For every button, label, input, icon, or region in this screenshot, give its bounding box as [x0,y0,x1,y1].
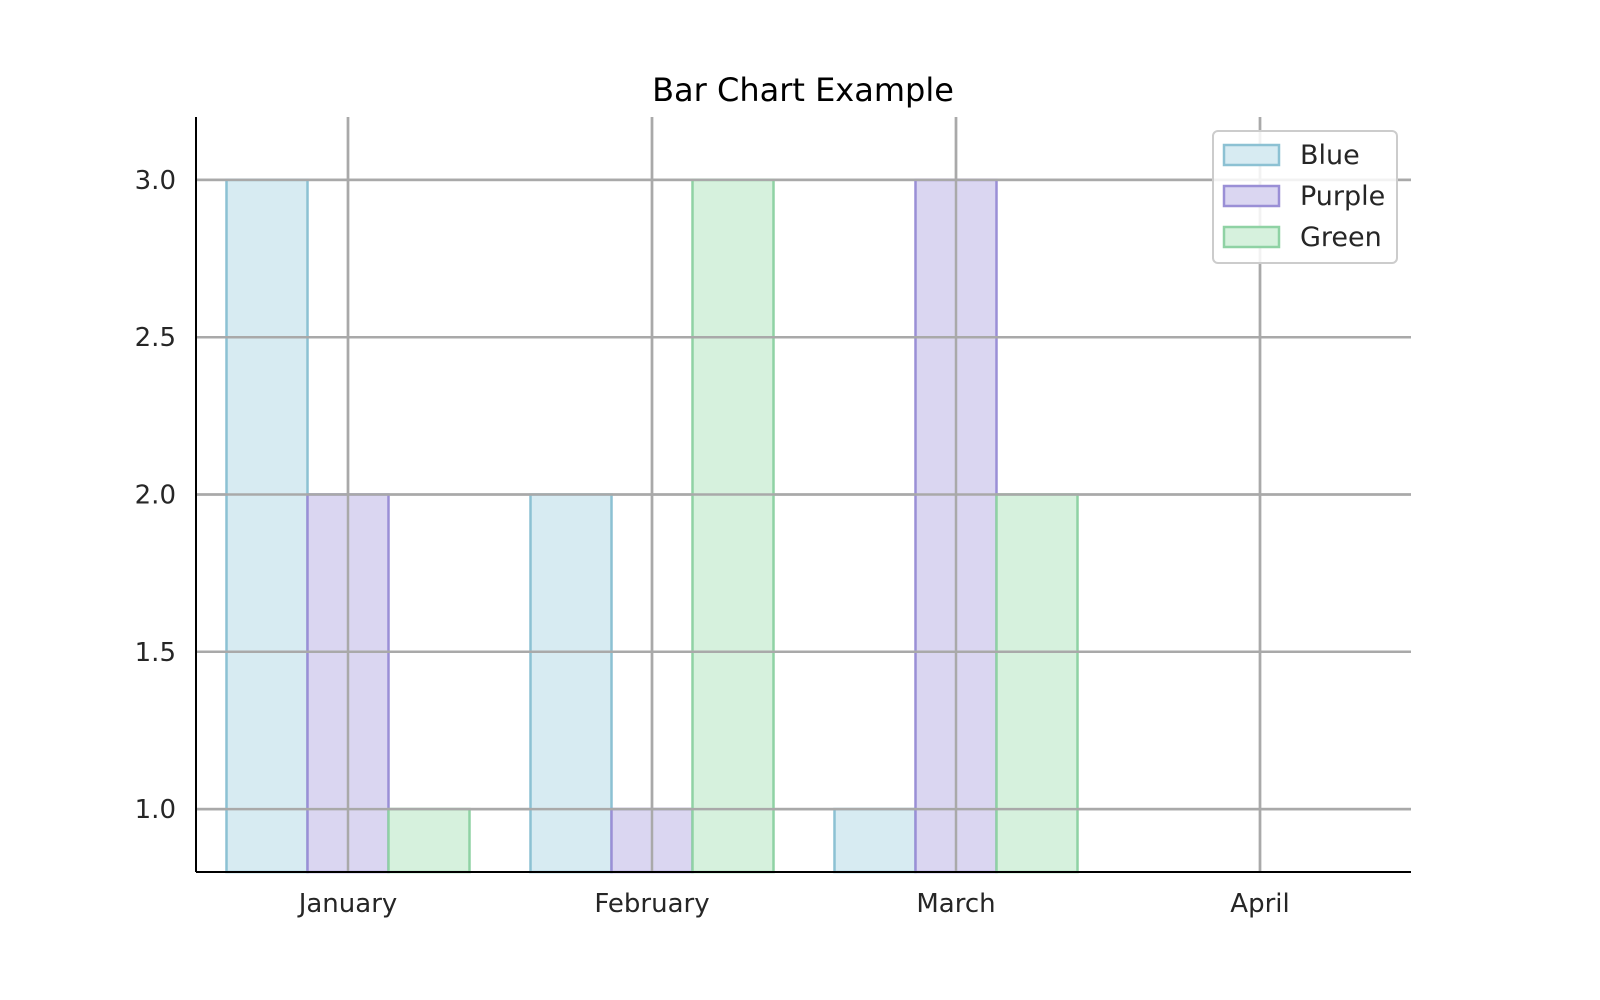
bar-green-february [691,178,775,874]
tick-labels: 1.0 1.5 2.0 2.5 3.0 January February March April [135,166,1290,919]
legend: Blue Purple Green [1212,130,1398,264]
y-tick-label: 1.5 [135,638,176,668]
y-tick-label: 2.0 [135,481,176,511]
bar-green-january [387,807,471,874]
x-tick-label-april: April [1230,889,1289,919]
legend-swatch-green [1222,225,1281,249]
bar-blue-january [225,178,309,874]
y-tick-label: 2.5 [135,323,176,353]
chart-title: Bar Chart Example [652,71,954,109]
bar-green-march [995,493,1079,874]
legend-swatch-blue [1222,143,1281,167]
legend-label-green: Green [1300,222,1382,253]
x-tick-label-february: February [594,889,709,919]
bar-blue-february [529,493,613,874]
x-tick-label-march: March [916,889,995,919]
x-tick-label-january: January [297,889,398,919]
bar-blue-march [833,807,917,874]
bars [196,117,1411,874]
y-tick-label: 3.0 [135,166,176,196]
y-tick-label: 1.0 [135,795,176,825]
legend-swatch-purple [1222,184,1281,208]
legend-label-purple: Purple [1300,181,1385,212]
legend-label-blue: Blue [1300,140,1360,171]
axes [195,117,1411,873]
